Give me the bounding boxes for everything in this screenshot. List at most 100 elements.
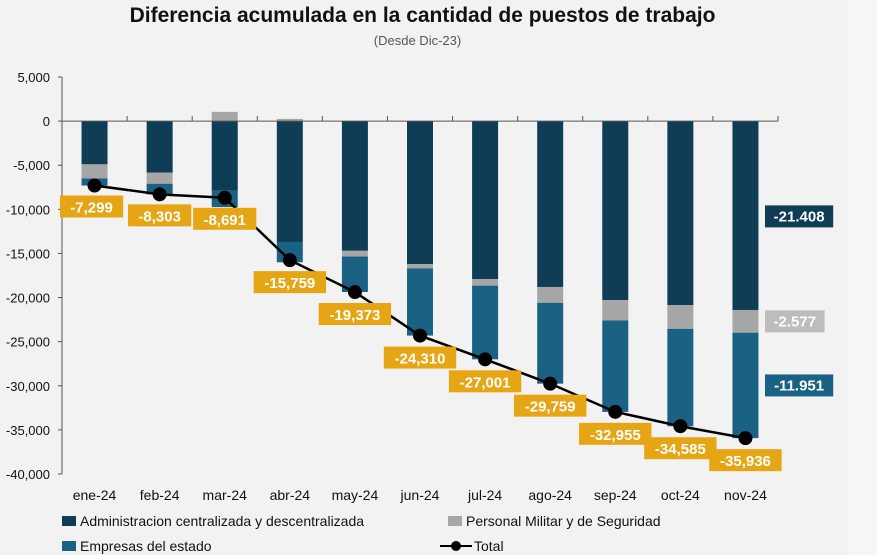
total-point [608, 404, 623, 419]
total-data-label: -24,310 [395, 351, 446, 368]
bar-admin [667, 121, 694, 306]
y-tick-label: 5,000 [17, 70, 50, 85]
end-label-box [765, 374, 834, 397]
bar-empresas [472, 285, 499, 360]
end-label-box [765, 310, 825, 333]
chart-title: Diferencia acumulada en la cantidad de p… [129, 4, 716, 27]
legend-item-militar: Personal Militar y de Seguridad [448, 513, 661, 529]
bar-militar [81, 164, 108, 179]
total-label-box [383, 346, 457, 369]
total-label-box [253, 271, 327, 294]
bar-militar [211, 111, 238, 122]
total-point [543, 376, 558, 391]
background-edge [848, 0, 877, 555]
bar-admin [146, 121, 173, 173]
legend-label: Personal Militar y de Seguridad [466, 513, 661, 529]
bar-empresas [276, 241, 303, 263]
total-data-label: -19,373 [329, 307, 380, 324]
total-point [217, 190, 232, 205]
legend-item-admin: Administracion centralizada y descentral… [62, 513, 364, 529]
x-tick-label: oct-24 [661, 487, 700, 503]
x-tick-label: sep-24 [594, 487, 637, 503]
bar-militar [602, 300, 629, 321]
y-tick-label: 0 [43, 114, 50, 129]
bar-admin [472, 121, 499, 280]
bar-militar [667, 305, 694, 329]
bar-admin [211, 121, 238, 191]
y-tick-label: -20,000 [6, 291, 50, 306]
chart-subtitle: (Desde Dic-23) [373, 33, 462, 48]
total-data-label: -29,759 [525, 399, 576, 416]
y-tick-label: -40,000 [6, 467, 50, 482]
total-label-box [644, 437, 717, 460]
bar-admin [537, 121, 564, 287]
end-data-label: -2.577 [774, 313, 817, 330]
total-point [413, 328, 427, 343]
bar-admin [602, 121, 629, 301]
bar-militar [276, 118, 303, 122]
total-point [282, 253, 297, 268]
bar-militar [732, 309, 759, 333]
bar-admin [276, 121, 303, 242]
total-point [673, 419, 688, 434]
y-tick-label: -10,000 [6, 202, 50, 217]
total-point [87, 178, 102, 193]
bar-militar [472, 279, 499, 286]
legend-swatch [448, 516, 462, 526]
legend-label: Empresas del estado [80, 538, 212, 554]
total-label-box [513, 394, 587, 417]
total-label-box [709, 449, 782, 472]
total-data-label: -8,691 [203, 212, 246, 229]
total-label-box [579, 422, 652, 445]
end-data-label: -11.951 [774, 377, 824, 394]
total-data-label: -32,955 [590, 427, 641, 444]
x-tick-label: ene-24 [73, 487, 117, 503]
total-point [738, 431, 753, 446]
bar-admin [407, 121, 433, 265]
bar-militar [341, 250, 368, 257]
total-data-label: -35,936 [720, 453, 771, 470]
total-point [152, 187, 167, 202]
total-label-box [59, 195, 124, 218]
legend-swatch [62, 541, 76, 551]
total-data-label: -7,299 [70, 200, 113, 217]
y-tick-label: -5,000 [13, 158, 50, 173]
legend-label: Administracion centralizada y descentral… [80, 513, 365, 529]
x-tick-label: jun-24 [400, 487, 440, 503]
total-data-label: -27,001 [460, 374, 511, 391]
total-data-label: -15,759 [264, 275, 315, 292]
bar-empresas [602, 320, 629, 412]
y-tick-label: -30,000 [6, 379, 50, 394]
x-tick-label: feb-24 [140, 487, 180, 503]
legend-item-total: Total [440, 538, 504, 554]
bar-empresas [537, 302, 564, 384]
total-label-box [128, 204, 192, 227]
total-data-label: -8,303 [138, 208, 181, 225]
total-label-box [448, 370, 522, 393]
y-tick-label: -25,000 [6, 335, 50, 350]
x-tick-label: nov-24 [724, 487, 767, 503]
bar-admin [341, 121, 368, 251]
total-data-label: -34,585 [655, 441, 706, 458]
end-data-label: -21.408 [774, 208, 825, 225]
bar-admin [732, 121, 759, 310]
total-point [347, 285, 362, 300]
y-tick-label: -15,000 [6, 246, 50, 261]
y-tick-label: -35,000 [6, 423, 50, 438]
bar-empresas [667, 328, 694, 427]
bar-empresas [407, 268, 433, 336]
legend-swatch [62, 516, 76, 526]
legend-item-empresas: Empresas del estado [62, 538, 212, 554]
bar-militar [537, 286, 564, 303]
end-label-box [765, 205, 834, 228]
total-label-box [318, 303, 392, 326]
x-tick-label: ago-24 [528, 487, 572, 503]
total-label-box [193, 207, 257, 230]
x-tick-label: abr-24 [270, 487, 311, 503]
bar-empresas [732, 332, 759, 439]
bar-militar [407, 264, 433, 269]
bar-admin [81, 121, 108, 165]
x-tick-label: may-24 [332, 487, 379, 503]
total-point [478, 352, 493, 367]
